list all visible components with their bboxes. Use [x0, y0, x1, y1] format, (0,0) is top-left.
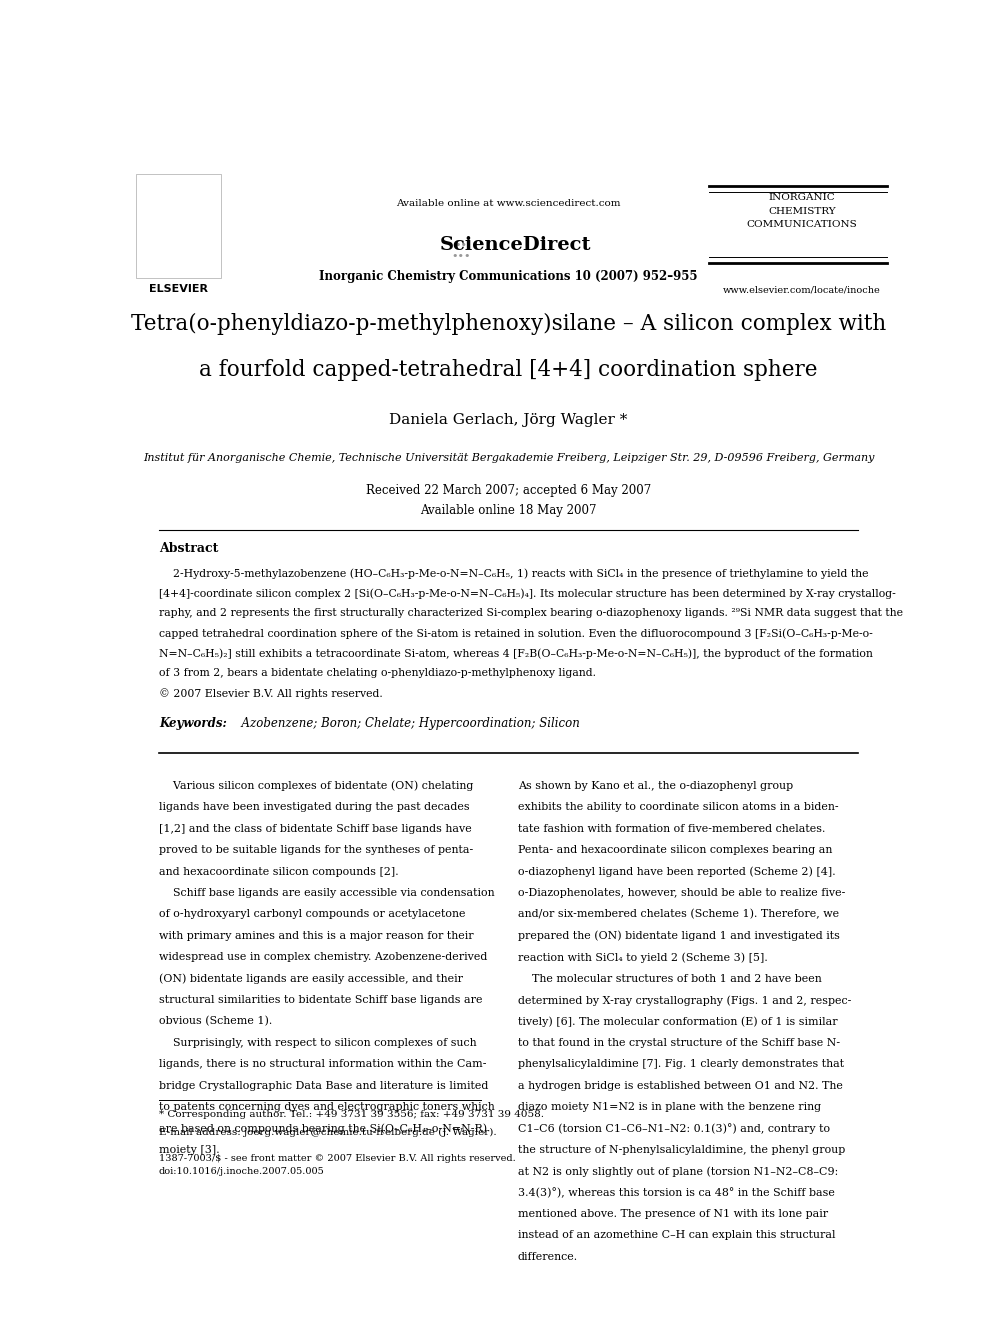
Text: Daniela Gerlach, Jörg Wagler *: Daniela Gerlach, Jörg Wagler * — [389, 413, 628, 427]
Text: instead of an azomethine C–H can explain this structural: instead of an azomethine C–H can explain… — [518, 1230, 835, 1241]
Text: proved to be suitable ligands for the syntheses of penta-: proved to be suitable ligands for the sy… — [159, 845, 473, 855]
Text: Institut für Anorganische Chemie, Technische Universität Bergakademie Freiberg, : Institut für Anorganische Chemie, Techni… — [143, 452, 874, 463]
Text: moiety [3].: moiety [3]. — [159, 1144, 219, 1155]
Text: structural similarities to bidentate Schiff base ligands are: structural similarities to bidentate Sch… — [159, 995, 482, 1005]
Text: at N2 is only slightly out of plane (torsion N1–N2–C8–C9:: at N2 is only slightly out of plane (tor… — [518, 1167, 838, 1176]
Text: © 2007 Elsevier B.V. All rights reserved.: © 2007 Elsevier B.V. All rights reserved… — [159, 688, 383, 700]
Text: Various silicon complexes of bidentate (ON) chelating: Various silicon complexes of bidentate (… — [159, 781, 473, 791]
Text: phenylsalicylaldimine [7]. Fig. 1 clearly demonstrates that: phenylsalicylaldimine [7]. Fig. 1 clearl… — [518, 1060, 844, 1069]
Text: ligands have been investigated during the past decades: ligands have been investigated during th… — [159, 802, 469, 812]
Text: As shown by Kano et al., the o-diazophenyl group: As shown by Kano et al., the o-diazophen… — [518, 781, 793, 791]
Text: ELSEVIER: ELSEVIER — [149, 283, 207, 294]
Text: ScienceDirect: ScienceDirect — [439, 235, 591, 254]
Text: INORGANIC
CHEMISTRY
COMMUNICATIONS: INORGANIC CHEMISTRY COMMUNICATIONS — [747, 193, 857, 229]
Text: C1–C6 (torsion C1–C6–N1–N2: 0.1(3)°) and, contrary to: C1–C6 (torsion C1–C6–N1–N2: 0.1(3)°) and… — [518, 1123, 830, 1134]
Text: Azobenzene; Boron; Chelate; Hypercoordination; Silicon: Azobenzene; Boron; Chelate; Hypercoordin… — [234, 717, 580, 730]
Text: Available online 18 May 2007: Available online 18 May 2007 — [421, 504, 596, 517]
Text: prepared the (ON) bidentate ligand 1 and investigated its: prepared the (ON) bidentate ligand 1 and… — [518, 931, 839, 942]
Text: are based on compounds bearing the Si(O–C₆H₄–o-N=N-R): are based on compounds bearing the Si(O–… — [159, 1123, 487, 1134]
Text: determined by X-ray crystallography (Figs. 1 and 2, respec-: determined by X-ray crystallography (Fig… — [518, 995, 851, 1005]
Text: Inorganic Chemistry Communications 10 (2007) 952–955: Inorganic Chemistry Communications 10 (2… — [319, 270, 697, 283]
Text: and/or six-membered chelates (Scheme 1). Therefore, we: and/or six-membered chelates (Scheme 1).… — [518, 909, 839, 919]
Text: exhibits the ability to coordinate silicon atoms in a biden-: exhibits the ability to coordinate silic… — [518, 802, 838, 812]
Text: the structure of N-phenylsalicylaldimine, the phenyl group: the structure of N-phenylsalicylaldimine… — [518, 1144, 845, 1155]
Text: o-diazophenyl ligand have been reported (Scheme 2) [4].: o-diazophenyl ligand have been reported … — [518, 867, 835, 877]
Text: ligands, there is no structural information within the Cam-: ligands, there is no structural informat… — [159, 1060, 486, 1069]
Bar — [136, 175, 221, 278]
Text: Penta- and hexacoordinate silicon complexes bearing an: Penta- and hexacoordinate silicon comple… — [518, 845, 832, 855]
Text: and hexacoordinate silicon compounds [2].: and hexacoordinate silicon compounds [2]… — [159, 867, 399, 877]
Text: a hydrogen bridge is established between O1 and N2. The: a hydrogen bridge is established between… — [518, 1081, 842, 1090]
Text: [4+4]-coordinate silicon complex 2 [Si(O–C₆H₃-p-Me-o-N=N–C₆H₅)₄]. Its molecular : [4+4]-coordinate silicon complex 2 [Si(O… — [159, 589, 896, 599]
Text: The molecular structures of both 1 and 2 have been: The molecular structures of both 1 and 2… — [518, 974, 821, 983]
Text: 3.4(3)°), whereas this torsion is ca 48° in the Schiff base: 3.4(3)°), whereas this torsion is ca 48°… — [518, 1188, 834, 1199]
Text: with primary amines and this is a major reason for their: with primary amines and this is a major … — [159, 931, 473, 941]
Text: Received 22 March 2007; accepted 6 May 2007: Received 22 March 2007; accepted 6 May 2… — [366, 484, 651, 496]
Text: Available online at www.sciencedirect.com: Available online at www.sciencedirect.co… — [396, 198, 621, 208]
Text: Keywords:: Keywords: — [159, 717, 227, 730]
Text: of o-hydroxyaryl carbonyl compounds or acetylacetone: of o-hydroxyaryl carbonyl compounds or a… — [159, 909, 465, 919]
Text: tate fashion with formation of five-membered chelates.: tate fashion with formation of five-memb… — [518, 824, 825, 833]
Text: ••
•••: •• ••• — [451, 239, 471, 261]
Text: Tetra(o-phenyldiazo-p-methylphenoxy)silane – A silicon complex with: Tetra(o-phenyldiazo-p-methylphenoxy)sila… — [131, 312, 886, 335]
Text: o-Diazophenolates, however, should be able to realize five-: o-Diazophenolates, however, should be ab… — [518, 888, 845, 898]
Text: to that found in the crystal structure of the Schiff base N-: to that found in the crystal structure o… — [518, 1037, 840, 1048]
Text: [1,2] and the class of bidentate Schiff base ligands have: [1,2] and the class of bidentate Schiff … — [159, 824, 471, 833]
Text: www.elsevier.com/locate/inoche: www.elsevier.com/locate/inoche — [723, 286, 881, 295]
Text: diazo moiety N1=N2 is in plane with the benzene ring: diazo moiety N1=N2 is in plane with the … — [518, 1102, 820, 1113]
Text: capped tetrahedral coordination sphere of the Si-atom is retained in solution. E: capped tetrahedral coordination sphere o… — [159, 628, 873, 639]
Text: widespread use in complex chemistry. Azobenzene-derived: widespread use in complex chemistry. Azo… — [159, 953, 487, 962]
Text: Schiff base ligands are easily accessible via condensation: Schiff base ligands are easily accessibl… — [159, 888, 494, 898]
Text: Surprisingly, with respect to silicon complexes of such: Surprisingly, with respect to silicon co… — [159, 1037, 476, 1048]
Text: raphy, and 2 represents the first structurally characterized Si-complex bearing : raphy, and 2 represents the first struct… — [159, 609, 903, 618]
Text: Abstract: Abstract — [159, 542, 218, 556]
Text: obvious (Scheme 1).: obvious (Scheme 1). — [159, 1016, 272, 1027]
Text: to patents concerning dyes and electrographic toners which: to patents concerning dyes and electrogr… — [159, 1102, 495, 1113]
Text: difference.: difference. — [518, 1252, 577, 1262]
Text: E-mail address: joerg.wagler@chemie.tu-freiberg.de (J. Wagler).: E-mail address: joerg.wagler@chemie.tu-f… — [159, 1127, 497, 1136]
Text: 1387-7003/$ - see front matter © 2007 Elsevier B.V. All rights reserved.: 1387-7003/$ - see front matter © 2007 El… — [159, 1154, 516, 1163]
Text: doi:10.1016/j.inoche.2007.05.005: doi:10.1016/j.inoche.2007.05.005 — [159, 1167, 324, 1176]
Text: * Corresponding author. Tel.: +49 3731 39 3556; fax: +49 3731 39 4058.: * Corresponding author. Tel.: +49 3731 3… — [159, 1110, 544, 1119]
Text: tively) [6]. The molecular conformation (E) of 1 is similar: tively) [6]. The molecular conformation … — [518, 1016, 837, 1027]
Text: 2-Hydroxy-5-methylazobenzene (HO–C₆H₃-p-Me-o-N=N–C₆H₅, 1) reacts with SiCl₄ in t: 2-Hydroxy-5-methylazobenzene (HO–C₆H₃-p-… — [159, 569, 868, 579]
Text: (ON) bidentate ligands are easily accessible, and their: (ON) bidentate ligands are easily access… — [159, 974, 463, 984]
Text: bridge Crystallographic Data Base and literature is limited: bridge Crystallographic Data Base and li… — [159, 1081, 488, 1090]
Text: mentioned above. The presence of N1 with its lone pair: mentioned above. The presence of N1 with… — [518, 1209, 828, 1218]
Text: reaction with SiCl₄ to yield 2 (Scheme 3) [5].: reaction with SiCl₄ to yield 2 (Scheme 3… — [518, 953, 768, 963]
Text: N=N–C₆H₅)₂] still exhibits a tetracoordinate Si-atom, whereas 4 [F₂B(O–C₆H₃-p-Me: N=N–C₆H₅)₂] still exhibits a tetracoordi… — [159, 648, 873, 659]
Text: a fourfold capped-tetrahedral [4+4] coordination sphere: a fourfold capped-tetrahedral [4+4] coor… — [199, 359, 817, 381]
Text: of 3 from 2, bears a bidentate chelating o-phenyldiazo-p-methylphenoxy ligand.: of 3 from 2, bears a bidentate chelating… — [159, 668, 596, 679]
